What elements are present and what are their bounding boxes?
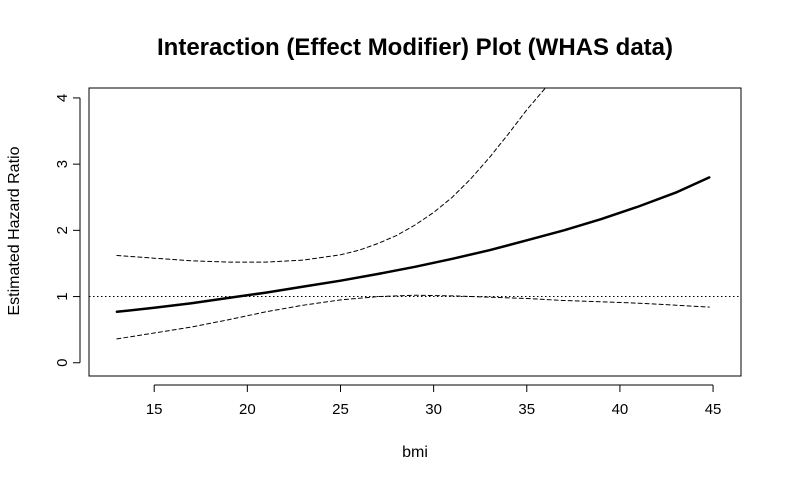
y-tick-label: 3 [54,160,71,168]
x-axis-label: bmi [402,444,428,461]
y-tick-label: 1 [54,292,71,300]
y-axis-label: Estimated Hazard Ratio [6,146,23,315]
x-tick-label: 20 [239,401,256,418]
x-tick-label: 30 [425,401,442,418]
x-tick-label: 15 [146,401,163,418]
y-tick-label: 0 [54,359,71,367]
x-tick-label: 25 [332,401,349,418]
chart-title: Interaction (Effect Modifier) Plot (WHAS… [157,34,673,61]
x-tick-label: 35 [518,401,535,418]
plot-area: 15 20 25 30 35 40 45 0 1 2 3 4 [54,87,742,418]
y-tick-label: 4 [54,94,71,102]
series-line-upper-band [116,88,547,263]
x-tick-label: 40 [612,401,629,418]
series-line-lower-band [116,294,710,340]
plot-frame [88,87,742,377]
series-line-estimate [115,176,711,314]
y-tick-label: 2 [54,226,71,234]
x-tick-label: 45 [705,401,722,418]
